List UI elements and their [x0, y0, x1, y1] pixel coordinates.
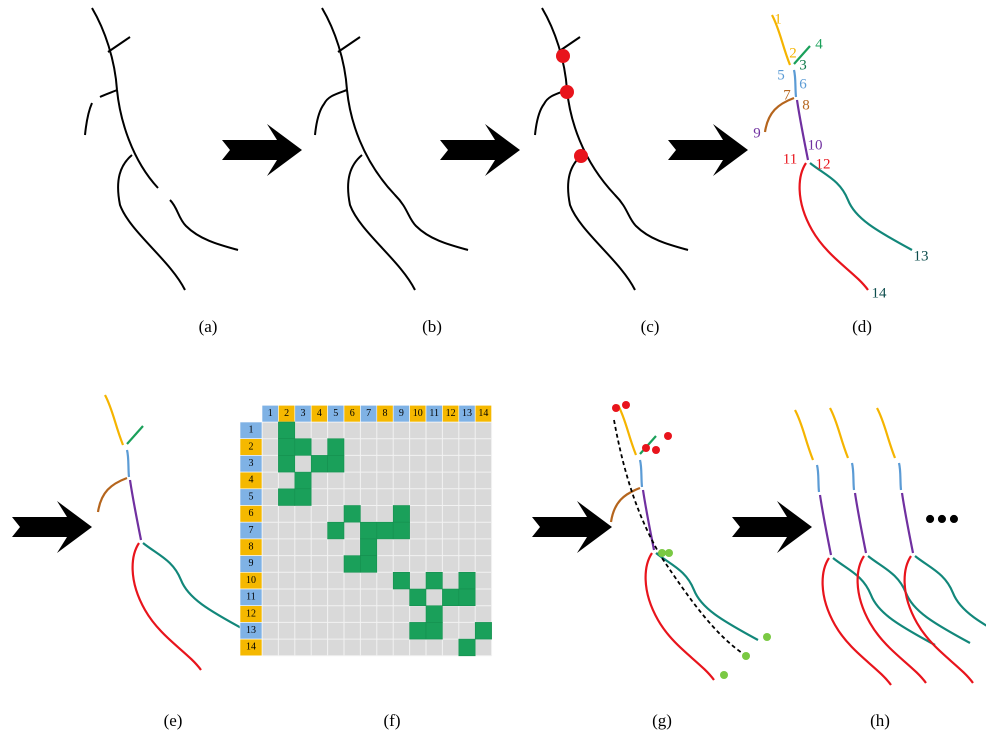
link-cell [426, 572, 442, 589]
segment-label: 4 [815, 36, 823, 52]
segment-label: 3 [799, 57, 807, 73]
panel-label: (c) [641, 317, 660, 336]
column-header: 13 [462, 408, 472, 419]
link-cell [328, 522, 344, 539]
link-cell [278, 489, 294, 506]
panel-a-sketch [85, 8, 238, 290]
endpoint-markers [612, 401, 771, 679]
segment-label: 10 [808, 137, 823, 153]
row-header: 10 [246, 575, 256, 586]
ellipsis: ••• [924, 501, 960, 538]
column-header: 7 [366, 408, 371, 419]
row-header: 7 [249, 525, 254, 536]
segment-label: 13 [914, 248, 929, 264]
panel-g-segments [611, 405, 758, 680]
panel-label: (d) [852, 317, 872, 336]
junction-points [556, 49, 588, 163]
segment-label: 1 [774, 11, 782, 27]
panel-label: (e) [164, 711, 183, 730]
link-cell [459, 639, 475, 656]
row-header: 12 [246, 608, 256, 619]
panel-c-sketch [535, 8, 688, 290]
segment-label: 12 [816, 156, 831, 172]
link-cell [426, 606, 442, 623]
row-header: 13 [246, 625, 256, 636]
panel-label: (b) [422, 317, 442, 336]
link-cell [278, 439, 294, 456]
column-header: 11 [429, 408, 439, 419]
column-header: 10 [413, 408, 423, 419]
link-cell [328, 439, 344, 456]
column-header: 9 [399, 408, 404, 419]
column-header: 5 [333, 408, 338, 419]
link-cell [295, 489, 311, 506]
panel-label: (f) [384, 711, 401, 730]
link-cell [360, 522, 376, 539]
link-cell [459, 589, 475, 606]
column-header: 3 [301, 408, 306, 419]
link-cell [295, 439, 311, 456]
segment-label: 9 [753, 125, 761, 141]
link-cell [393, 506, 409, 523]
segment-label: 6 [799, 76, 807, 92]
link-cell [393, 572, 409, 589]
segment-label: 5 [777, 67, 785, 83]
panel-e-segments [98, 395, 245, 670]
link-cell [311, 455, 327, 472]
segment-label: 2 [789, 45, 797, 61]
row-header: 3 [249, 458, 254, 469]
column-header: 4 [317, 408, 322, 419]
panel-b-sketch [315, 8, 468, 290]
column-header: 14 [478, 408, 488, 419]
column-header: 8 [383, 408, 388, 419]
link-cell [360, 539, 376, 556]
link-cell [475, 622, 491, 639]
link-cell [278, 422, 294, 439]
link-cell [377, 522, 393, 539]
figure: ••• 123456789101112131412345678910111213… [0, 0, 986, 747]
link-cell [278, 455, 294, 472]
row-header: 5 [249, 491, 254, 502]
column-header: 2 [284, 408, 289, 419]
row-header: 1 [249, 425, 254, 436]
link-cell [410, 589, 426, 606]
link-cell [459, 572, 475, 589]
link-cell [442, 589, 458, 606]
panel-label: (g) [652, 711, 672, 730]
row-header: 8 [249, 542, 254, 553]
link-cell [328, 455, 344, 472]
row-header: 2 [249, 441, 254, 452]
tracking-path [614, 420, 745, 655]
panel-h-strip [830, 408, 970, 683]
panel-label: (a) [199, 317, 218, 336]
link-cell [295, 472, 311, 489]
column-header: 6 [350, 408, 355, 419]
link-cell [344, 506, 360, 523]
segment-label: 14 [872, 285, 888, 301]
link-cell [393, 522, 409, 539]
link-cell [410, 622, 426, 639]
link-cell [344, 556, 360, 573]
row-header: 4 [249, 475, 254, 486]
panel-label: (h) [870, 711, 890, 730]
segment-label: 7 [783, 87, 791, 103]
link-cell [360, 556, 376, 573]
column-header: 1 [268, 408, 273, 419]
link-cell [426, 622, 442, 639]
row-header: 9 [249, 558, 254, 569]
row-header: 11 [246, 592, 256, 603]
row-header: 14 [246, 642, 256, 653]
segment-label: 8 [802, 97, 810, 113]
column-header: 12 [446, 408, 456, 419]
row-header: 6 [249, 508, 254, 519]
segment-label: 11 [783, 151, 797, 167]
